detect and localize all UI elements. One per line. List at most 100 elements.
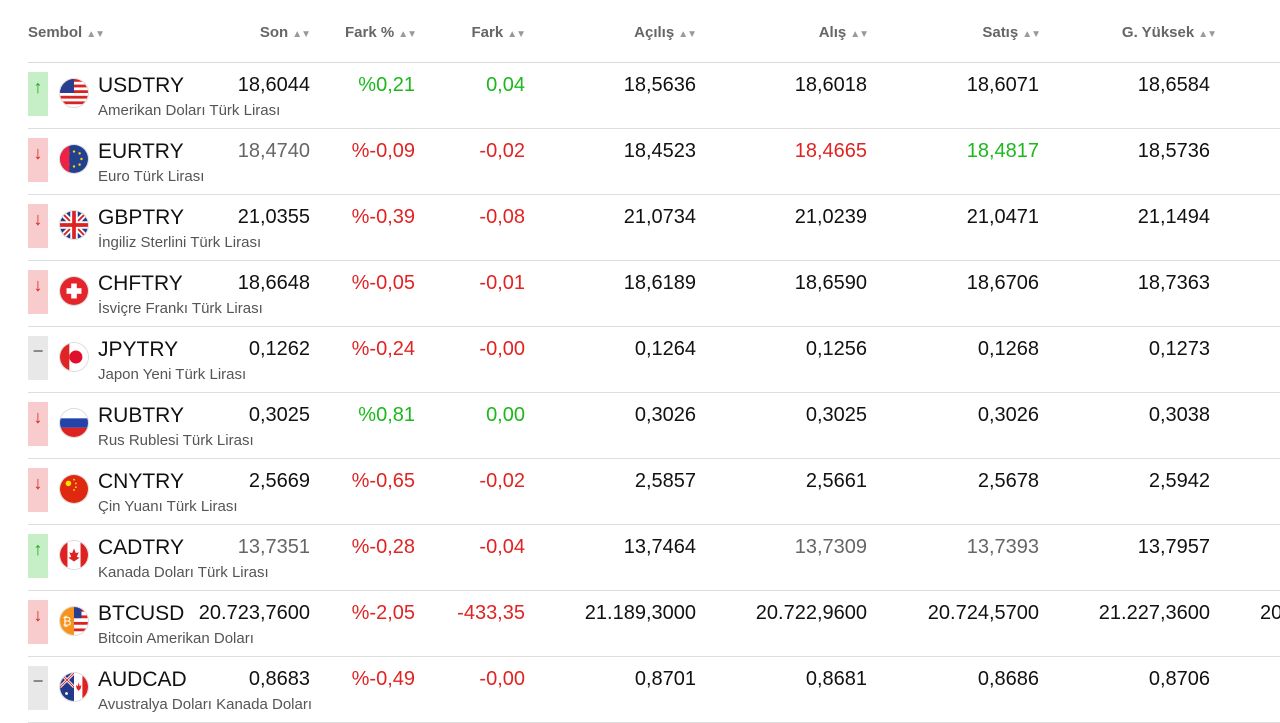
cell-open: 18,5636 xyxy=(623,74,696,96)
symbol-link[interactable]: AUDCAD xyxy=(98,668,187,691)
header-symbol[interactable]: Sembol ▲▼ xyxy=(28,24,105,41)
symbol-description: İsviçre Frankı Türk Lirası xyxy=(98,300,263,317)
cell-open: 13,7464 xyxy=(623,536,696,558)
cell-change-pct: %-2,05 xyxy=(351,602,415,624)
au-ca-flag-icon xyxy=(59,672,89,702)
header-ask[interactable]: Satış ▲▼ xyxy=(982,24,1041,41)
cell-open: 0,1264 xyxy=(634,338,696,360)
cell-high: 18,7363 xyxy=(1137,272,1210,294)
cell-open: 18,6189 xyxy=(623,272,696,294)
cell-ask: 21,0471 xyxy=(966,206,1039,228)
svg-text:₿: ₿ xyxy=(63,615,72,629)
sort-icon: ▲▼ xyxy=(86,29,105,40)
cell-overflow: 20 xyxy=(1260,602,1280,624)
ru-flag-icon xyxy=(59,408,89,438)
table-row[interactable]: ↓ RUBTRY Rus Rublesi Türk Lirası 0,3025 %0,8… xyxy=(28,392,1280,459)
cell-change-pct: %-0,28 xyxy=(351,536,415,558)
cell-change-pct: %0,21 xyxy=(358,74,415,96)
symbol-link[interactable]: RUBTRY xyxy=(98,404,184,427)
cell-last: 0,1262 xyxy=(248,338,310,360)
cell-bid: 0,1256 xyxy=(805,338,867,360)
cell-change: -0,08 xyxy=(479,206,525,228)
trend-down-icon: ↓ xyxy=(28,468,48,512)
cell-ask: 0,3026 xyxy=(977,404,1039,426)
header-change-pct[interactable]: Fark % ▲▼ xyxy=(345,24,417,41)
header-open[interactable]: Açılış ▲▼ xyxy=(634,24,697,41)
cell-bid: 18,4665 xyxy=(794,140,867,162)
cell-ask: 2,5678 xyxy=(977,470,1039,492)
cell-high: 0,8706 xyxy=(1148,668,1210,690)
table-row[interactable]: − AUDCAD Avustralya Doları Kanada Doları 0,… xyxy=(28,656,1280,723)
cell-last: 18,4740 xyxy=(237,140,310,162)
table-row[interactable]: ↓ CNYTRY Çin Yuanı Türk Lirası 2,5669 %-0,65… xyxy=(28,458,1280,525)
cell-high: 18,6584 xyxy=(1137,74,1210,96)
cell-change-pct: %-0,49 xyxy=(351,668,415,690)
sort-icon: ▲▼ xyxy=(1198,29,1217,40)
header-high[interactable]: G. Yüksek ▲▼ xyxy=(1122,24,1217,41)
eu-flag-icon xyxy=(59,144,89,174)
cell-change: -0,01 xyxy=(479,272,525,294)
us-flag-icon xyxy=(59,78,89,108)
symbol-description: İngiliz Sterlini Türk Lirası xyxy=(98,234,262,251)
ca-flag-icon xyxy=(59,540,89,570)
cell-change-pct: %-0,05 xyxy=(351,272,415,294)
trend-flat-icon: − xyxy=(28,666,48,710)
cell-ask: 18,6706 xyxy=(966,272,1039,294)
table-row[interactable]: ↓ EURTRY Euro Türk Lirası 18,4740 %-0,09 -0,0… xyxy=(28,128,1280,195)
cell-high: 13,7957 xyxy=(1137,536,1210,558)
cell-change: -0,04 xyxy=(479,536,525,558)
symbol-link[interactable]: USDTRY xyxy=(98,74,184,97)
sort-icon: ▲▼ xyxy=(850,29,869,40)
symbol-link[interactable]: EURTRY xyxy=(98,140,184,163)
table-row[interactable]: − JPYTRY Japon Yeni Türk Lirası 0,1262 %-0,2… xyxy=(28,326,1280,393)
table-row[interactable]: ↑ USDTRY Amerikan Doları Türk Lirası 18,604… xyxy=(28,62,1280,129)
table-row[interactable]: ↑ CADTRY Kanada Doları Türk Lirası 13,7351%… xyxy=(28,524,1280,591)
trend-down-icon: ↓ xyxy=(28,138,48,182)
cell-change: -0,02 xyxy=(479,140,525,162)
cell-change-pct: %-0,09 xyxy=(351,140,415,162)
header-change-label: Fark xyxy=(471,24,504,41)
cell-last: 21,0355 xyxy=(237,206,310,228)
header-symbol-label: Sembol xyxy=(28,24,83,41)
header-last[interactable]: Son ▲▼ xyxy=(260,24,311,41)
symbol-link[interactable]: CNYTRY xyxy=(98,470,184,493)
symbol-description: Euro Türk Lirası xyxy=(98,168,205,185)
cell-last: 0,3025 xyxy=(248,404,310,426)
header-open-label: Açılış xyxy=(634,24,675,41)
cell-last: 18,6648 xyxy=(237,272,310,294)
table-row[interactable]: ↓ GBPTRY İngiliz Sterlini Türk Lirası 21,03… xyxy=(28,194,1280,261)
gb-flag-icon xyxy=(59,210,89,240)
cell-change-pct: %-0,39 xyxy=(351,206,415,228)
table-row[interactable]: ↓ ₿ BTCUSD Bitcoin Amerikan Doları 20.723,76… xyxy=(28,590,1280,657)
trend-down-icon: ↓ xyxy=(28,204,48,248)
cell-open: 0,8701 xyxy=(634,668,696,690)
cell-last: 18,6044 xyxy=(237,74,310,96)
cell-high: 21.227,3600 xyxy=(1098,602,1210,624)
symbol-link[interactable]: CHFTRY xyxy=(98,272,183,295)
trend-flat-icon: − xyxy=(28,336,48,380)
symbol-description: Amerikan Doları Türk Lirası xyxy=(98,102,281,119)
symbol-link[interactable]: GBPTRY xyxy=(98,206,184,229)
symbol-description: Bitcoin Amerikan Doları xyxy=(98,630,254,647)
cell-ask: 0,1268 xyxy=(977,338,1039,360)
symbol-link[interactable]: CADTRY xyxy=(98,536,184,559)
symbol-link[interactable]: JPYTRY xyxy=(98,338,179,361)
table-header: Sembol ▲▼ Son ▲▼ Fark % ▲▼ Fark ▲▼ Açılış ▲▼ … xyxy=(28,0,1280,63)
cell-bid: 0,8681 xyxy=(805,668,867,690)
cell-change-pct: %-0,24 xyxy=(351,338,415,360)
cell-change: -0,02 xyxy=(479,470,525,492)
sort-icon: ▲▼ xyxy=(678,29,697,40)
header-bid[interactable]: Alış ▲▼ xyxy=(819,24,869,41)
cell-ask: 0,8686 xyxy=(977,668,1039,690)
cell-high: 18,5736 xyxy=(1137,140,1210,162)
cell-bid: 18,6590 xyxy=(794,272,867,294)
header-change[interactable]: Fark ▲▼ xyxy=(471,24,526,41)
cell-high: 2,5942 xyxy=(1148,470,1210,492)
symbol-link[interactable]: BTCUSD xyxy=(98,602,185,625)
cell-bid: 18,6018 xyxy=(794,74,867,96)
cell-open: 2,5857 xyxy=(634,470,696,492)
cell-change-pct: %0,81 xyxy=(358,404,415,426)
table-row[interactable]: ↓ CHFTRY İsviçre Frankı Türk Lirası 18,6648… xyxy=(28,260,1280,327)
cell-last: 0,8683 xyxy=(248,668,310,690)
cell-open: 21,0734 xyxy=(623,206,696,228)
